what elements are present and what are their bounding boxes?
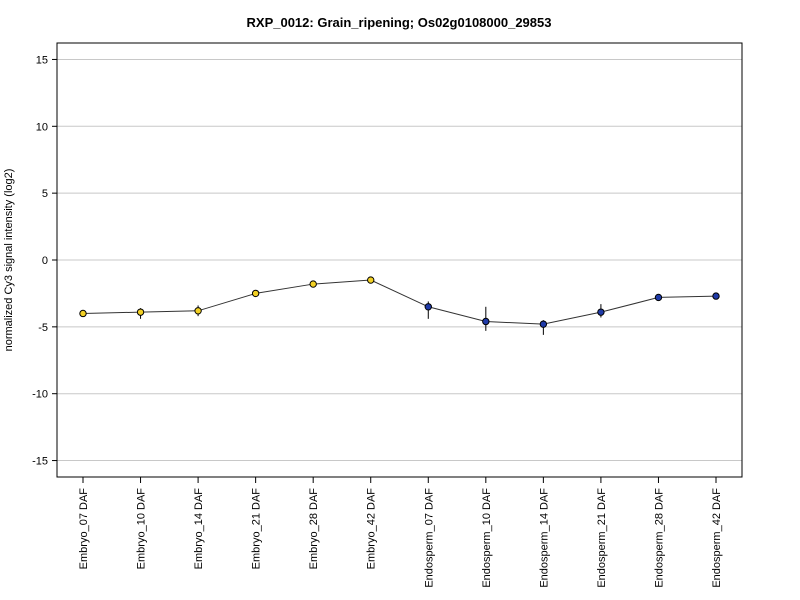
- plot-frame: [56, 42, 743, 478]
- y-tick-label: 0: [42, 255, 48, 267]
- y-tick-label: 5: [42, 188, 48, 200]
- y-tick-label: 10: [36, 121, 48, 133]
- x-tick-label: Endosperm_28 DAF: [653, 488, 665, 588]
- x-tick-label: Embryo_14 DAF: [193, 488, 205, 570]
- y-tick-label: -10: [32, 389, 48, 401]
- data-point: [597, 308, 605, 316]
- data-point: [424, 303, 432, 311]
- y-tick-label: -15: [32, 456, 48, 468]
- y-axis-label: normalized Cy3 signal intensity (log2): [3, 169, 15, 352]
- x-tick-label: Endosperm_42 DAF: [711, 488, 723, 588]
- grid-lines: [57, 58, 742, 462]
- x-tick-label: Embryo_42 DAF: [366, 488, 378, 570]
- data-point: [539, 320, 548, 328]
- x-tick-label: Embryo_10 DAF: [136, 488, 148, 570]
- x-tick-label: Embryo_07 DAF: [78, 488, 90, 570]
- data-point: [251, 289, 260, 298]
- series-line: [82, 279, 717, 325]
- y-tick-label: 15: [36, 54, 48, 66]
- x-axis: Embryo_07 DAF Embryo_10 DAF Embryo_14 DAF E…: [78, 477, 723, 588]
- series: [79, 276, 720, 335]
- data-point: [136, 308, 145, 316]
- data-point: [79, 309, 87, 318]
- data-point: [309, 280, 317, 288]
- data-point: [367, 276, 375, 284]
- x-tick-label: Endosperm_14 DAF: [538, 488, 550, 588]
- data-point: [482, 317, 490, 326]
- chart-title: RXP_0012: Grain_ripening; Os02g0108000_2…: [247, 15, 552, 30]
- y-tick-label: -5: [38, 322, 48, 334]
- x-tick-label: Endosperm_10 DAF: [481, 488, 493, 588]
- data-point: [194, 307, 202, 315]
- y-axis: -15 -10 -5 0 5 10 15: [32, 54, 57, 468]
- data-point: [712, 292, 720, 300]
- x-tick-label: Endosperm_21 DAF: [596, 488, 608, 588]
- data-point: [654, 293, 663, 302]
- x-tick-label: Embryo_28 DAF: [308, 488, 320, 570]
- x-tick-label: Embryo_21 DAF: [251, 488, 263, 570]
- x-tick-label: Endosperm_07 DAF: [423, 488, 435, 588]
